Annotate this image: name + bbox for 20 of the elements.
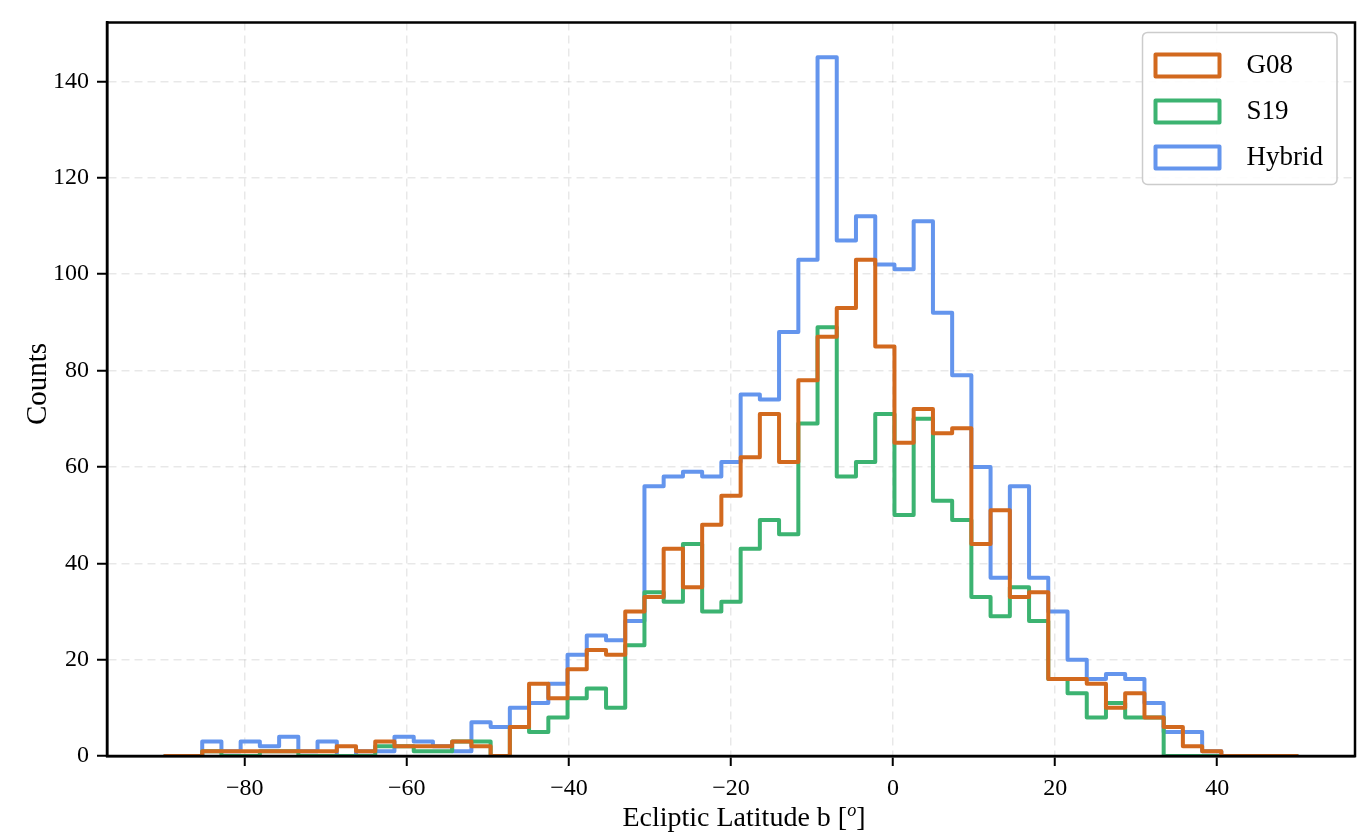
legend-label: S19 [1246,95,1289,126]
legend-label: Hybrid [1246,141,1324,172]
y-tick-label: 140 [53,66,89,93]
x-tick-label: −80 [225,773,264,800]
y-tick-label: 60 [65,452,89,479]
y-tick-label: 100 [53,259,89,286]
x-tick-label: −20 [712,773,750,800]
y-tick-label: 120 [53,163,89,190]
x-tick-label: −40 [550,773,588,800]
x-tick-label: −60 [388,773,426,800]
x-tick-label: 20 [1043,773,1068,800]
x-axis-title: Ecliptic Latitude b [$^{o}$] [622,800,866,833]
y-axis-title: Counts [19,342,53,426]
x-tick-label: 40 [1205,773,1230,800]
y-tick-label: 80 [65,355,89,382]
x-tick-label: 0 [887,773,900,800]
y-tick-label: 40 [65,548,89,575]
y-tick-label: 0 [77,741,89,768]
legend-label: G08 [1246,49,1294,80]
y-tick-label: 20 [65,644,89,671]
